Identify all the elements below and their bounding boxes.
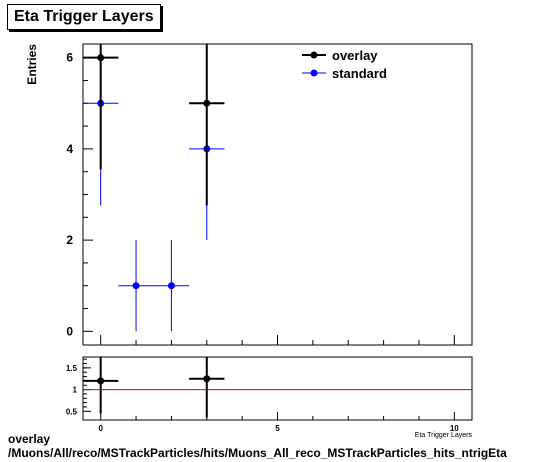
data-point-0-0 [97, 377, 105, 385]
ratio-y-tick-label: 1 [73, 386, 78, 395]
x-axis-label: Eta Trigger Layers [415, 432, 473, 439]
ratio-x-tick-label: 10 [450, 424, 459, 433]
data-point-0-0 [97, 54, 105, 62]
y-tick-label: 2 [66, 233, 73, 247]
caption-line-1: overlay [8, 432, 51, 446]
y-tick-label: 6 [66, 51, 73, 65]
caption: overlay /Muons/All/reco/MSTrackParticles… [8, 432, 507, 460]
data-point-1-1 [132, 282, 140, 290]
y-tick-label: 4 [66, 142, 73, 156]
legend-label-0: overlay [332, 48, 378, 63]
legend-marker-0 [310, 51, 318, 59]
y-axis-label: Entries [25, 44, 39, 85]
chart-title: Eta Trigger Layers [7, 4, 161, 30]
ratio-y-tick-label: 1.5 [66, 364, 78, 373]
caption-line-2: /Muons/All/reco/MSTrackParticles/hits/Mu… [8, 446, 507, 460]
data-point-0-1 [203, 99, 211, 107]
ratio-x-tick-label: 0 [98, 424, 103, 433]
ratio-plot-frame [82, 356, 473, 421]
ratio-x-tick-label: 5 [275, 424, 280, 433]
y-tick-label: 0 [66, 324, 73, 338]
data-point-1-2 [167, 282, 175, 290]
legend-label-1: standard [332, 66, 387, 81]
data-point-0-1 [203, 375, 211, 383]
ratio-y-tick-label: 0.5 [66, 407, 78, 416]
main-plot-frame [82, 43, 473, 346]
legend-marker-1 [310, 69, 318, 77]
